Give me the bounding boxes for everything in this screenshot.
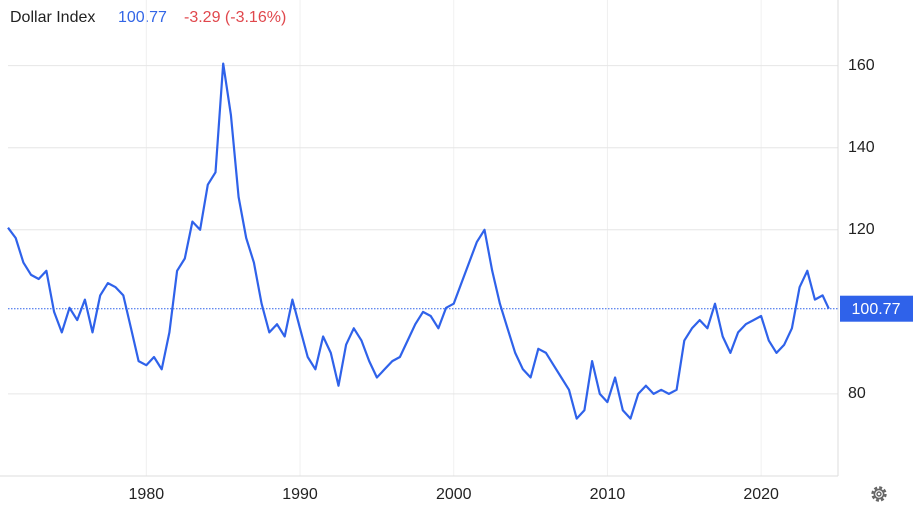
y-tick-label: 140 [848,139,875,156]
line-series [7,62,830,420]
y-tick-label: 80 [848,385,866,402]
x-tick-label: 1990 [282,486,318,503]
x-tick-label: 2000 [436,486,472,503]
x-tick-label: 2020 [743,486,779,503]
current-value-label: 100.77 [852,301,901,318]
change: -3.29 (-3.16%) [184,9,286,26]
y-tick-label: 120 [848,221,875,238]
chart-title: Dollar Index [10,9,95,26]
x-tick-label: 1980 [129,486,165,503]
y-tick-label: 160 [848,57,875,74]
x-tick-label: 2010 [590,486,626,503]
current-value: 100.77 [118,9,167,26]
settings-icon[interactable] [871,486,887,502]
current-value-box [840,295,913,322]
